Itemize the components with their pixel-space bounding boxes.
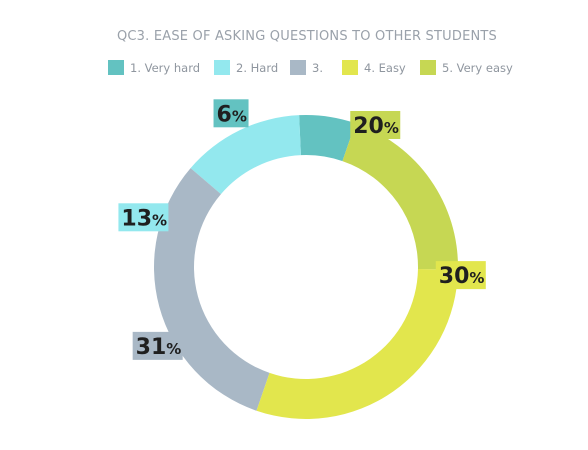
- legend-swatch-2-hard: [214, 60, 230, 75]
- slice-2-hard: [190, 115, 301, 195]
- data-label-text: 30%: [439, 264, 485, 289]
- data-label-1-very-hard: 6%: [213, 99, 249, 128]
- slice-1-very-hard: [299, 115, 356, 162]
- legend: 1. Very hard 2. Hard 3. 4. Easy 5. Very easy: [108, 60, 513, 75]
- data-label-4-easy: 30%: [435, 261, 486, 290]
- legend-swatch-1-very-hard: [108, 60, 124, 75]
- data-label-3: 31%: [132, 331, 183, 360]
- data-label-box: [118, 203, 169, 232]
- legend-swatch-5-very-easy: [420, 60, 436, 75]
- data-label-box: [213, 99, 249, 128]
- data-label-text: 6%: [217, 102, 247, 127]
- data-label-box: [350, 110, 401, 139]
- data-label-text: 31%: [136, 335, 182, 360]
- data-label-2-hard: 13%: [118, 203, 169, 232]
- data-labels: 6% 13% 31% 30% 20%: [118, 99, 486, 360]
- slice-3: [154, 168, 270, 411]
- slice-5-very-easy: [342, 123, 458, 270]
- donut-slices: [154, 115, 458, 419]
- legend-swatch-4-easy: [342, 60, 358, 75]
- legend-label-5-very-easy: 5. Very easy: [442, 61, 513, 75]
- data-label-5-very-easy: 20%: [350, 110, 401, 139]
- data-label-box: [435, 261, 486, 290]
- legend-label-3: 3.: [312, 61, 323, 75]
- data-label-box: [132, 331, 183, 360]
- data-label-text: 20%: [353, 114, 399, 139]
- legend-label-1-very-hard: 1. Very hard: [130, 61, 200, 75]
- legend-label-4-easy: 4. Easy: [364, 61, 406, 75]
- data-label-text: 13%: [121, 206, 167, 231]
- slice-4-easy: [256, 268, 458, 419]
- legend-label-2-hard: 2. Hard: [236, 61, 278, 75]
- legend-swatch-3: [290, 60, 306, 75]
- chart-title: QC3. EASE OF ASKING QUESTIONS TO OTHER S…: [117, 29, 497, 44]
